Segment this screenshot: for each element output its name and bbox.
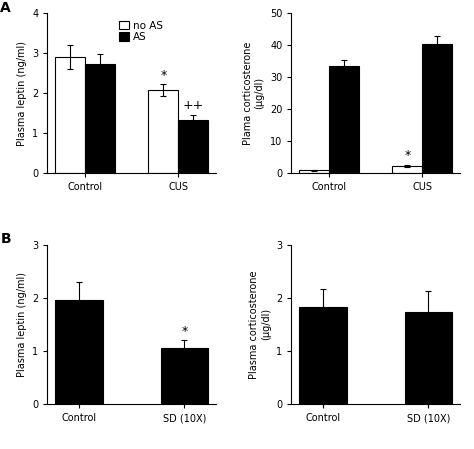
Text: *: * [404, 149, 410, 162]
Bar [85, 64, 115, 173]
Y-axis label: Plasma corticosterone
(μg/dl): Plasma corticosterone (μg/dl) [249, 270, 271, 379]
Text: *: * [160, 69, 166, 82]
Text: ++: ++ [182, 99, 204, 112]
Bar [299, 308, 346, 404]
Bar [55, 300, 102, 404]
Y-axis label: Plasma leptin (ng/ml): Plasma leptin (ng/ml) [17, 41, 27, 145]
Y-axis label: Plama corticosterone
(μg/dl): Plama corticosterone (μg/dl) [243, 41, 264, 145]
Bar [55, 57, 85, 173]
Bar [178, 120, 208, 173]
Legend: no AS, AS: no AS, AS [117, 19, 165, 44]
Y-axis label: Plasma leptin (ng/ml): Plasma leptin (ng/ml) [17, 272, 27, 377]
Text: A: A [0, 1, 11, 15]
Bar [299, 170, 329, 173]
Bar [329, 66, 359, 173]
Bar [148, 90, 178, 173]
Bar [405, 312, 452, 404]
Bar [422, 44, 452, 173]
Text: B: B [0, 232, 11, 246]
Bar [392, 166, 422, 173]
Bar [161, 348, 208, 404]
Text: *: * [181, 325, 187, 338]
